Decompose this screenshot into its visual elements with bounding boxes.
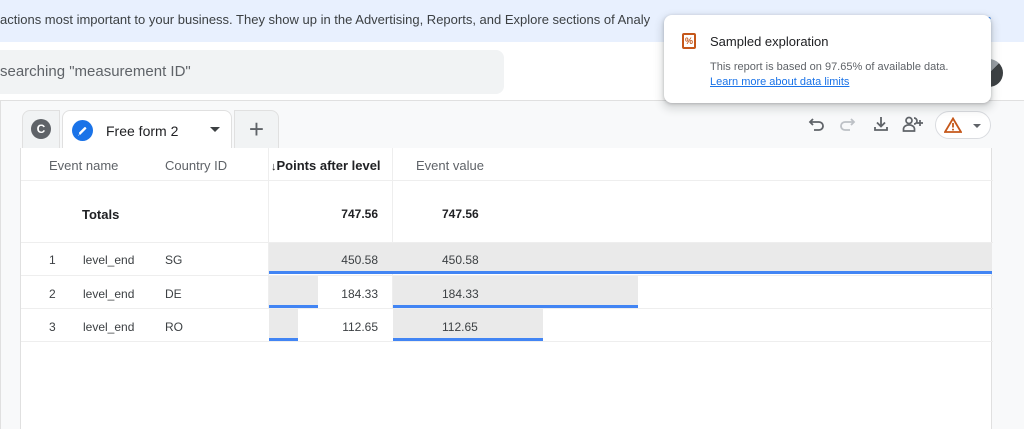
tooltip-body: This report is based on 97.65% of availa…: [710, 61, 949, 73]
undo-icon[interactable]: [805, 112, 829, 136]
tab-collapsed[interactable]: C: [22, 110, 60, 148]
event-name-cell: level_end: [83, 320, 135, 334]
event-name-cell: level_end: [83, 253, 135, 267]
points-after-level-cell: 450.58: [341, 253, 378, 267]
download-icon[interactable]: [869, 112, 893, 136]
heat-bar-row-1: [269, 243, 992, 271]
heat-bar-row-2-value: [393, 276, 638, 305]
heat-bar-row-2-points: [269, 276, 318, 305]
tab-label: Free form 2: [106, 123, 179, 139]
points-after-level-cell: 184.33: [341, 287, 378, 301]
chevron-down-icon[interactable]: [210, 127, 220, 132]
left-panel-edge: [0, 101, 1, 429]
divider: [21, 242, 993, 243]
totals-event-value: 747.56: [442, 207, 479, 221]
warning-icon: [944, 117, 962, 133]
heat-bar-row-3-value: [393, 309, 543, 338]
banner-text: actions most important to your business.…: [0, 12, 651, 27]
column-header-country-id[interactable]: Country ID: [165, 158, 228, 173]
sort-desc-icon: ↓: [271, 161, 277, 173]
chevron-down-icon: [973, 124, 981, 128]
search-input[interactable]: searching "measurement ID": [0, 50, 504, 94]
divider: [21, 275, 993, 276]
tab-letter-icon: C: [31, 119, 51, 139]
event-value-cell: 184.33: [442, 287, 479, 301]
event-value-cell: 450.58: [442, 253, 479, 267]
column-header-points-after-level[interactable]: ↓Points after level: [271, 158, 381, 173]
row-index: 1: [49, 253, 56, 267]
add-tab-button[interactable]: +: [234, 110, 279, 148]
redo-icon[interactable]: [835, 112, 859, 136]
divider: [392, 148, 393, 308]
tab-free-form-2[interactable]: Free form 2: [62, 110, 232, 148]
tooltip-title: Sampled exploration: [710, 34, 829, 49]
heat-bar-underline: [393, 305, 638, 308]
country-id-cell: DE: [165, 287, 182, 301]
share-user-icon[interactable]: [901, 112, 925, 136]
heat-bar-underline: [393, 338, 543, 341]
divider: [268, 148, 269, 308]
pencil-icon: [72, 120, 93, 141]
heat-bar-underline: [269, 338, 298, 341]
divider: [21, 308, 993, 309]
divider: [21, 180, 993, 181]
row-index: 2: [49, 287, 56, 301]
learn-more-link[interactable]: Learn more about data limits: [710, 76, 850, 88]
divider: [21, 341, 993, 342]
event-value-cell: 112.65: [442, 320, 478, 334]
country-id-cell: SG: [165, 253, 183, 267]
free-form-table: Event name Country ID ↓Points after leve…: [20, 148, 993, 429]
totals-points-after-level: 747.56: [341, 207, 378, 221]
event-name-cell: level_end: [83, 287, 135, 301]
totals-label: Totals: [82, 207, 120, 222]
sampled-exploration-tooltip: % Sampled exploration This report is bas…: [664, 15, 991, 103]
sampling-warning-button[interactable]: [935, 111, 991, 139]
search-placeholder: searching "measurement ID": [0, 63, 191, 80]
top-bar: searching "measurement ID": [0, 42, 1024, 101]
sampling-percent-icon: %: [682, 33, 696, 49]
column-header-event-name[interactable]: Event name: [49, 158, 119, 173]
column-header-event-value[interactable]: Event value: [416, 158, 484, 173]
points-after-level-cell: 112.65: [342, 320, 378, 334]
heat-bar-row-3-points: [269, 309, 298, 338]
heat-bar-underline: [269, 271, 992, 274]
heat-bar-underline: [269, 305, 318, 308]
country-id-cell: RO: [165, 320, 183, 334]
row-index: 3: [49, 320, 56, 334]
